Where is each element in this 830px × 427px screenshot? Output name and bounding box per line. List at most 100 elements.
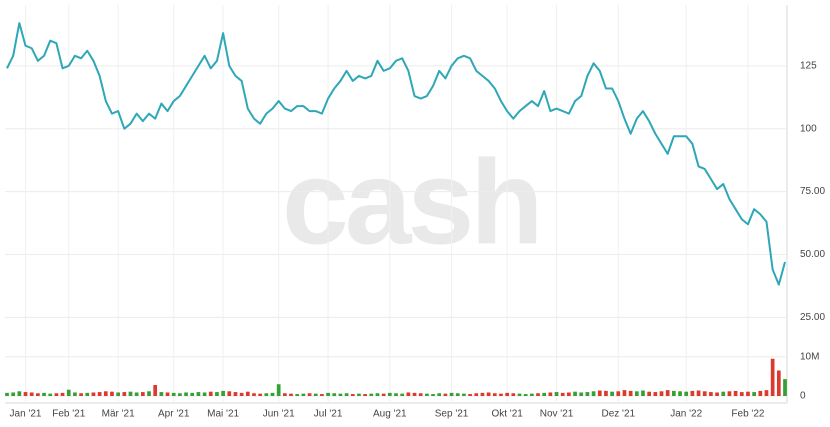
- volume-bar: [462, 393, 466, 396]
- x-tick-label: Jul '21: [314, 409, 343, 420]
- volume-bar: [344, 393, 349, 396]
- volume-bar: [431, 394, 435, 396]
- volume-bar: [289, 393, 293, 396]
- volume-bar: [357, 393, 361, 396]
- volume-bar: [85, 392, 90, 396]
- volume-bar: [468, 394, 472, 396]
- volume-bar: [696, 390, 701, 396]
- volume-bar: [665, 390, 670, 396]
- volume-bar: [678, 391, 682, 396]
- volume-bar: [505, 392, 509, 396]
- volume-bar: [597, 390, 602, 396]
- volume-bar: [79, 393, 83, 396]
- volume-bar: [227, 391, 232, 396]
- volume-bar: [604, 390, 608, 396]
- x-tick-label: Apr '21: [158, 409, 190, 420]
- volume-bar: [215, 392, 219, 396]
- volume-bar: [178, 393, 182, 396]
- volume-bar: [165, 392, 170, 396]
- volume-bar: [11, 392, 16, 396]
- volume-bar: [350, 394, 355, 396]
- volume-bar: [702, 391, 707, 396]
- volume-bar: [153, 385, 158, 396]
- watermark: cash: [282, 136, 540, 270]
- volume-bar: [140, 392, 145, 396]
- volume-bar: [480, 392, 485, 396]
- x-tick-label: Aug '21: [373, 409, 407, 420]
- volume-bar: [17, 391, 22, 396]
- volume-bar: [634, 391, 639, 396]
- volume-bar: [147, 391, 151, 396]
- volume-bar: [616, 391, 621, 396]
- volume-bar: [270, 392, 275, 396]
- volume-bar: [5, 392, 9, 396]
- volume-bar: [523, 394, 528, 396]
- volume-bar: [412, 392, 417, 396]
- volume-bar: [196, 392, 201, 396]
- x-tick-label: Mär '21: [102, 409, 135, 420]
- volume-bar: [536, 393, 540, 396]
- volume-bar: [375, 393, 380, 396]
- volume-bar: [486, 392, 491, 396]
- volume-bar: [610, 391, 614, 396]
- volume-bar: [116, 392, 120, 396]
- y-tick-label: 50.00: [800, 249, 825, 260]
- volume-bar: [42, 392, 46, 396]
- volume-bar: [54, 393, 59, 396]
- volume-bar: [499, 393, 503, 396]
- x-tick-label: Jun '21: [263, 409, 295, 420]
- volume-bar: [733, 390, 738, 396]
- volume-bar: [573, 391, 577, 396]
- x-tick-label: Okt '21: [491, 409, 523, 420]
- volume-bar: [641, 390, 645, 396]
- volume-bar: [171, 392, 176, 396]
- volume-bar: [746, 391, 750, 396]
- volume-bar: [245, 391, 250, 396]
- volume-bar: [739, 392, 744, 396]
- y-tick-label: 125: [800, 60, 817, 71]
- volume-bar: [511, 393, 516, 396]
- volume-bar: [560, 392, 565, 396]
- volume-bar: [258, 393, 263, 396]
- volume-bar: [283, 393, 287, 396]
- volume-bar: [715, 392, 719, 396]
- volume-bar: [474, 393, 479, 396]
- volume-bar: [184, 392, 188, 396]
- volume-bar: [387, 392, 392, 396]
- volume-bar: [406, 392, 411, 396]
- volume-bar: [492, 393, 497, 396]
- x-tick-label: Jan '22: [670, 409, 702, 420]
- volume-bar: [190, 392, 195, 396]
- volume-bar: [276, 384, 281, 396]
- volume-bar: [659, 391, 664, 396]
- volume-bar: [36, 393, 40, 396]
- volume-bar: [567, 392, 571, 396]
- volume-bar: [23, 392, 28, 396]
- volume-bar: [208, 391, 213, 396]
- volume-bar: [622, 390, 627, 396]
- volume-bar: [647, 391, 652, 396]
- volume-bar: [264, 393, 269, 396]
- volume-bar: [770, 358, 775, 396]
- volume-bar: [66, 389, 71, 396]
- volume-bar: [585, 392, 590, 396]
- volume-bar: [776, 370, 781, 396]
- x-tick-label: Nov '21: [540, 409, 574, 420]
- volume-bar: [418, 393, 423, 396]
- volume-bar: [400, 393, 405, 396]
- volume-bar: [548, 392, 553, 396]
- volume-bar: [554, 392, 559, 396]
- x-tick-label: Feb '21: [52, 409, 85, 420]
- volume-bar: [48, 393, 53, 396]
- volume-bar: [517, 393, 522, 396]
- y-tick-label: 10M: [800, 351, 819, 362]
- volume-bar: [73, 392, 77, 396]
- volume-bar: [295, 394, 300, 396]
- volume-bar: [628, 390, 633, 396]
- x-tick-label: Sep '21: [435, 409, 469, 420]
- volume-bar: [752, 392, 756, 396]
- volume-bar: [672, 390, 676, 396]
- volume-bar: [425, 393, 429, 396]
- price-line: [6, 22, 786, 286]
- volume-bar: [239, 392, 244, 396]
